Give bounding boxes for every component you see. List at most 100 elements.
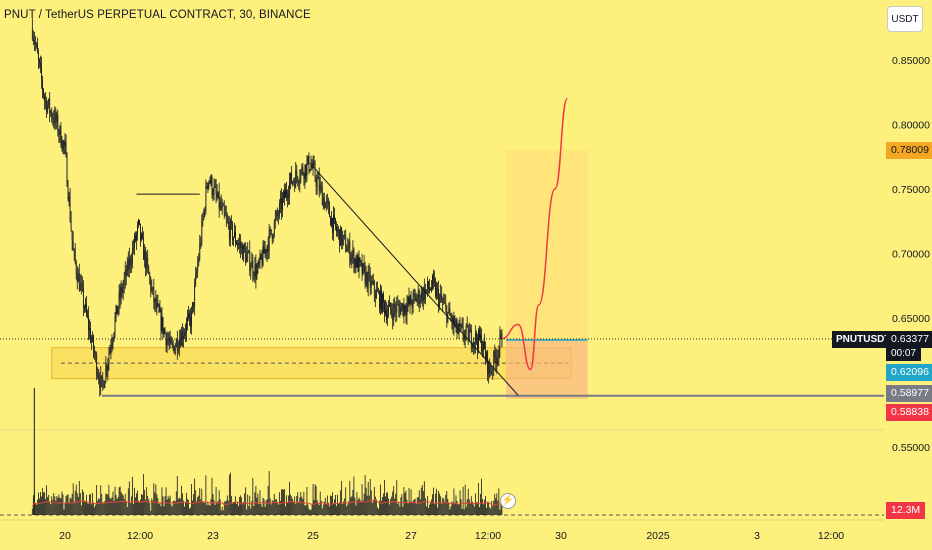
candle-body xyxy=(429,288,430,290)
candle-body xyxy=(479,329,480,339)
candle-body xyxy=(432,275,433,288)
candle-body xyxy=(448,308,450,313)
candle-body xyxy=(281,198,282,211)
candle-body xyxy=(426,281,428,290)
candle-body xyxy=(303,173,305,180)
candle-body xyxy=(242,245,244,260)
candle-body xyxy=(137,224,138,234)
candle-body xyxy=(236,242,237,245)
candle-body xyxy=(212,194,214,196)
candle-body xyxy=(491,369,493,374)
volume-bars xyxy=(31,388,503,515)
candle-body xyxy=(369,274,371,288)
candle-body xyxy=(417,290,419,298)
trendline[interactable] xyxy=(309,162,519,396)
candle-body xyxy=(55,112,57,123)
candle-body xyxy=(460,324,462,327)
candle-body xyxy=(215,186,217,195)
candle-body xyxy=(409,296,411,305)
candle-body xyxy=(107,362,109,371)
candle-body xyxy=(299,179,301,184)
candle-body xyxy=(415,296,417,302)
candle-body xyxy=(90,328,91,342)
time-tick-label: 27 xyxy=(405,530,417,542)
candle-body xyxy=(433,275,434,280)
candle-body xyxy=(470,329,472,347)
candle-body xyxy=(105,365,107,382)
candle-body xyxy=(396,304,398,313)
candle-body xyxy=(67,186,69,200)
candle-body xyxy=(174,346,176,354)
candle-body xyxy=(204,210,206,211)
candle-body xyxy=(321,187,323,206)
candle-body xyxy=(384,302,385,314)
candle-body xyxy=(486,352,488,360)
candle-body xyxy=(405,312,407,315)
candle-body xyxy=(167,339,169,342)
candle-body xyxy=(228,225,230,240)
candle-body xyxy=(269,229,271,231)
candle-body xyxy=(495,356,497,365)
candle-body xyxy=(100,375,102,389)
candle-body xyxy=(335,218,336,227)
candle-body xyxy=(458,323,460,331)
candle-body xyxy=(262,245,264,266)
candle-body xyxy=(85,303,86,309)
candle-body xyxy=(195,274,197,285)
candle-body xyxy=(178,339,180,349)
candle-body xyxy=(179,339,181,346)
candle-body xyxy=(276,211,278,216)
candle-body xyxy=(375,289,377,299)
candle-body xyxy=(245,250,247,263)
candle-body xyxy=(146,257,148,270)
candle-body xyxy=(320,185,322,188)
candle-body xyxy=(187,317,188,323)
candle-body xyxy=(326,200,328,202)
candle-body xyxy=(435,282,436,297)
candle-body xyxy=(285,189,286,198)
candle-body xyxy=(103,381,105,389)
candle-body xyxy=(346,251,348,253)
candle-body xyxy=(306,162,308,176)
candle-body xyxy=(278,203,280,216)
volume-ma-line xyxy=(31,499,502,507)
candle-body xyxy=(155,298,157,308)
candle-body xyxy=(110,347,112,350)
candle-body xyxy=(456,319,458,334)
candle-body xyxy=(323,197,325,208)
candle-body xyxy=(482,350,483,351)
candle-body xyxy=(49,98,51,113)
candle-body xyxy=(344,235,346,237)
flash-icon[interactable]: ⚡ xyxy=(500,493,516,509)
candle-body xyxy=(501,333,503,347)
candle-body xyxy=(468,332,470,342)
candle-body xyxy=(359,257,361,262)
candle-body xyxy=(364,267,366,285)
candle-body xyxy=(465,325,467,333)
candle-body xyxy=(403,305,405,315)
candle-body xyxy=(400,306,402,315)
candle-body xyxy=(498,348,500,359)
candle-body xyxy=(257,261,259,271)
candle-body xyxy=(452,316,454,325)
candle-body xyxy=(316,179,318,187)
projection-path[interactable] xyxy=(501,97,568,371)
candle-body xyxy=(360,261,362,262)
candle-body xyxy=(95,354,97,356)
candle-body xyxy=(315,179,317,187)
candle-body xyxy=(443,302,445,304)
candle-body xyxy=(44,96,45,101)
candle-body xyxy=(37,44,38,54)
candle-body xyxy=(77,273,79,283)
candle-body xyxy=(307,156,309,163)
candle-body xyxy=(82,287,84,308)
candle-body xyxy=(207,183,209,189)
candle-body xyxy=(411,304,413,308)
candle-body xyxy=(274,217,276,222)
candle-body xyxy=(408,297,410,305)
candle-body xyxy=(392,313,394,320)
currency-button[interactable]: USDT xyxy=(887,6,923,32)
stop-box[interactable] xyxy=(506,339,588,399)
candle-body xyxy=(388,306,390,315)
